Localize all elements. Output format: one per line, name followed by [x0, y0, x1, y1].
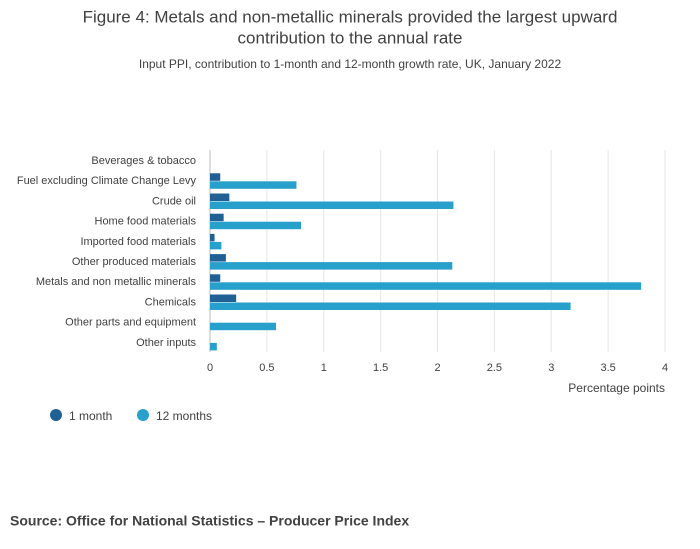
x-tick-label: 2 [434, 362, 440, 374]
bar [210, 282, 642, 290]
bar [210, 262, 453, 270]
chart-title: contribution to the annual rate [238, 28, 463, 47]
bar [210, 233, 215, 242]
source: Source: Office for National Statistics –… [10, 513, 409, 529]
y-tick-label: Other parts and equipment [65, 317, 196, 329]
bar [210, 193, 230, 201]
bar [210, 213, 224, 222]
y-tick-label: Chemicals [145, 296, 197, 308]
legend-label: 12 months [156, 409, 212, 423]
bar [210, 322, 276, 331]
x-tick-label: 4 [662, 362, 668, 374]
x-axis-title: Percentage points [568, 381, 665, 395]
y-tick-label: Home food materials [95, 216, 197, 228]
bar [210, 221, 301, 230]
y-tick-label: Crude oil [152, 195, 196, 207]
chart-title: Figure 4: Metals and non-metallic minera… [83, 7, 618, 26]
bar [210, 173, 221, 181]
bar [210, 201, 454, 209]
chart-subtitle: Input PPI, contribution to 1-month and 1… [139, 57, 562, 71]
bar [210, 254, 226, 262]
y-tick-label: Beverages & tobacco [91, 155, 196, 167]
bar [210, 241, 222, 250]
x-tick-label: 1.5 [373, 362, 388, 374]
x-tick-label: 0 [207, 362, 213, 374]
bar [210, 294, 237, 302]
bar [210, 274, 221, 282]
y-tick-label: Imported food materials [80, 236, 196, 248]
y-tick-label: Fuel excluding Climate Change Levy [17, 175, 197, 187]
bar [210, 181, 297, 189]
x-tick-label: 3 [548, 362, 554, 374]
y-tick-label: Other produced materials [72, 256, 197, 268]
x-tick-label: 2.5 [487, 362, 502, 374]
x-tick-label: 0.5 [259, 362, 274, 374]
legend-swatch [137, 409, 149, 421]
bar [210, 302, 571, 310]
bar [210, 342, 217, 351]
x-tick-label: 1 [321, 362, 327, 374]
y-tick-label: Metals and non metallic minerals [36, 276, 197, 288]
x-tick-label: 3.5 [600, 362, 615, 374]
legend-swatch [50, 409, 62, 421]
legend-label: 1 month [69, 409, 112, 423]
y-tick-label: Other inputs [136, 337, 196, 349]
